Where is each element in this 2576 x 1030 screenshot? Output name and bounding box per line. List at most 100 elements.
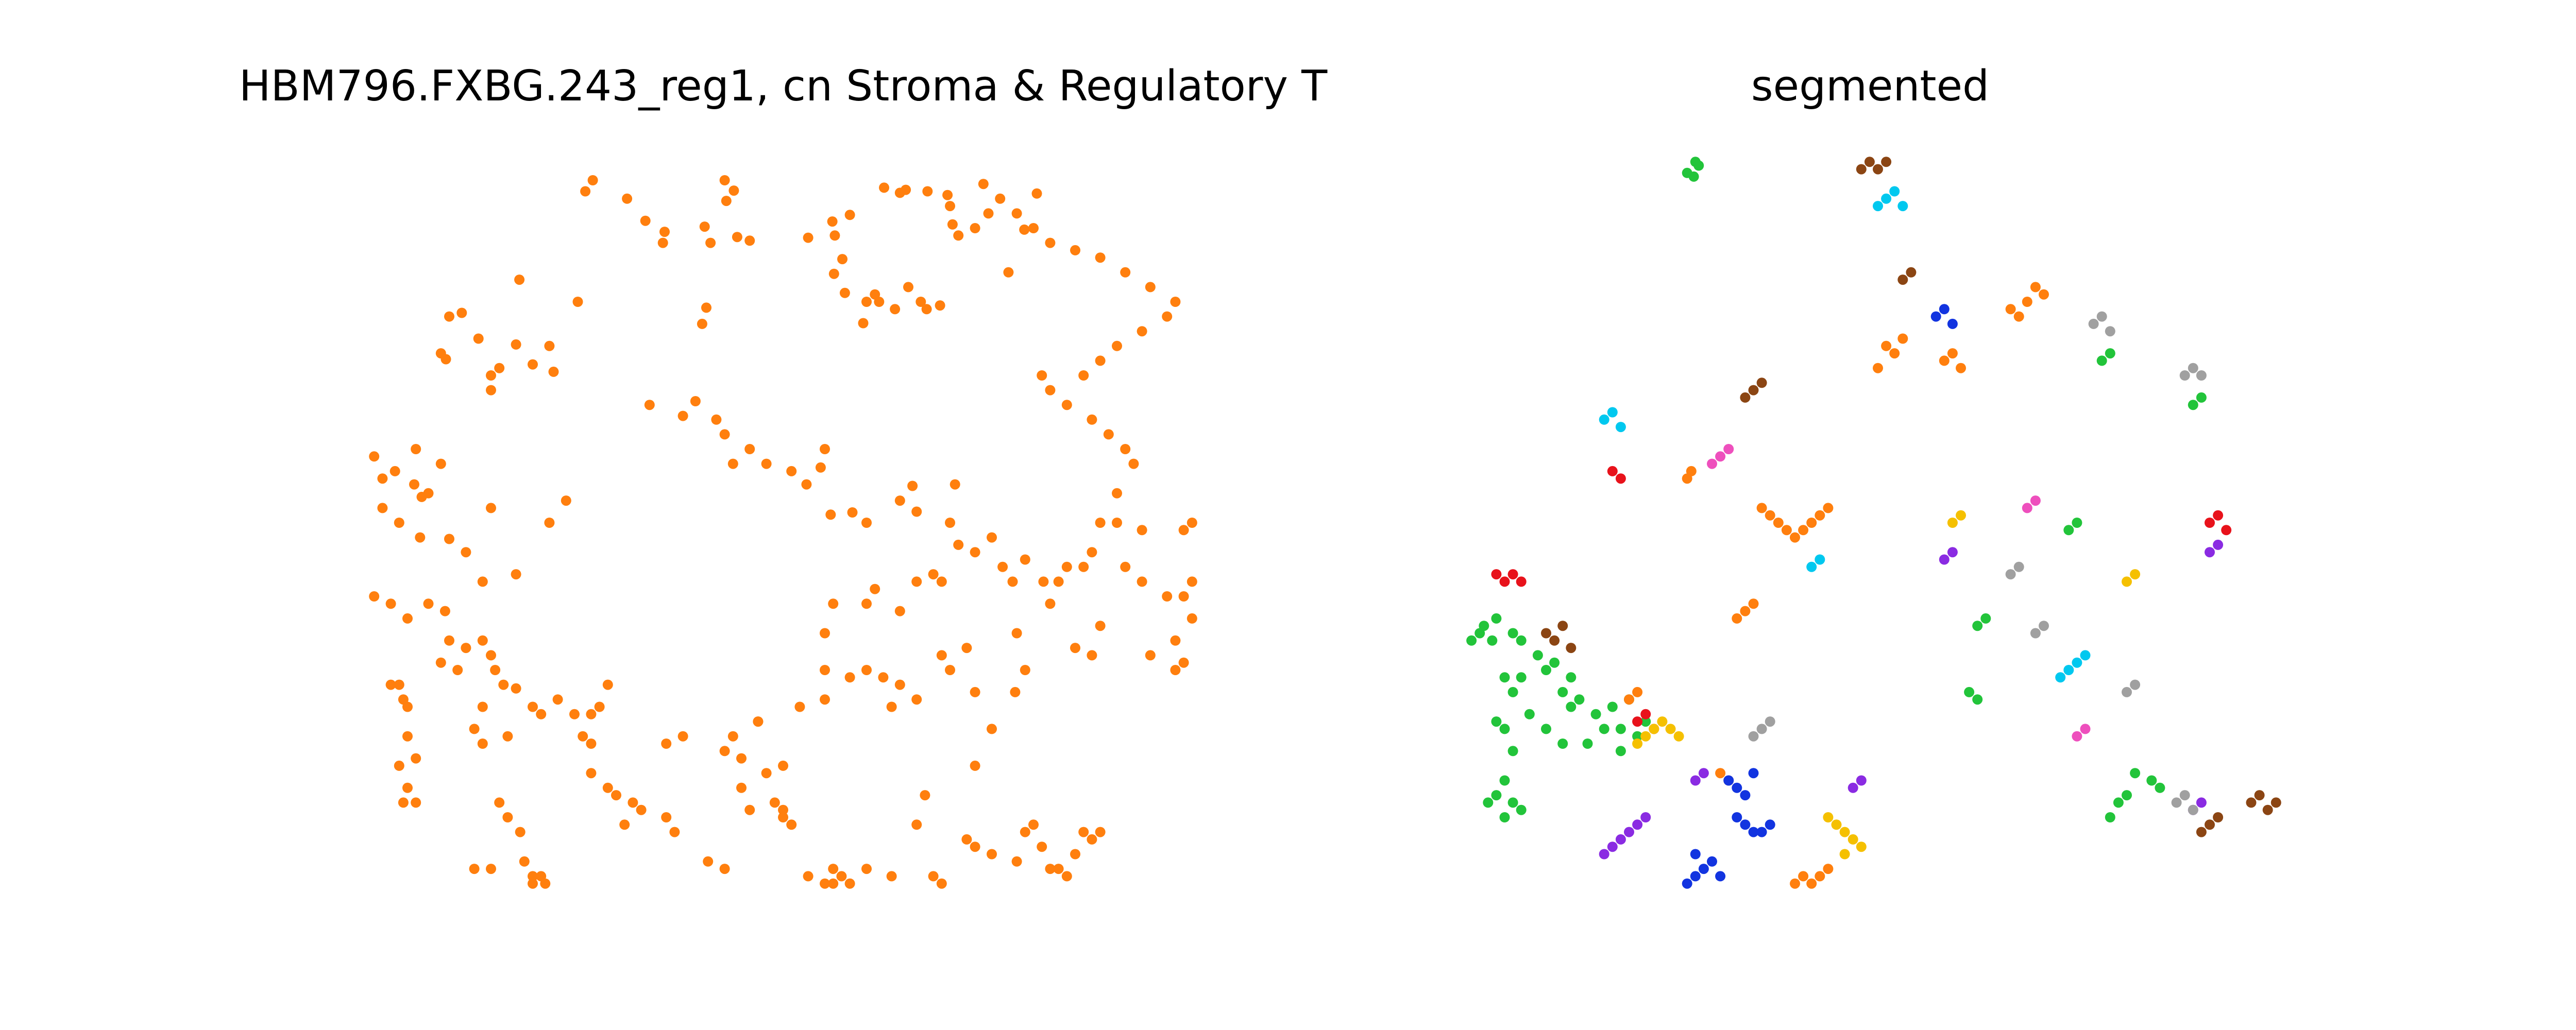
scatter-point	[1120, 444, 1131, 454]
scatter-point	[2205, 819, 2215, 830]
scatter-point	[2171, 797, 2182, 808]
scatter-point	[711, 414, 722, 425]
left-panel-title: HBM796.FXBG.243_reg1, cn Stroma & Regula…	[239, 62, 1328, 111]
scatter-point	[697, 318, 707, 329]
scatter-point	[1031, 188, 1042, 199]
scatter-point	[1112, 518, 1122, 528]
scatter-point	[2221, 525, 2232, 536]
scatter-point	[1095, 827, 1106, 837]
scatter-point	[1715, 871, 1726, 882]
scatter-point	[1707, 856, 1717, 867]
scatter-point	[1688, 171, 1699, 182]
scatter-point	[1748, 827, 1759, 837]
scatter-point	[1939, 554, 1950, 565]
scatter-point	[1632, 686, 1643, 697]
scatter-point	[1693, 160, 1704, 171]
scatter-point	[369, 591, 380, 602]
scatter-point	[1615, 724, 1626, 734]
scatter-point	[894, 495, 905, 506]
scatter-point	[2072, 731, 2082, 742]
scatter-point	[1848, 834, 1858, 845]
scatter-point	[461, 643, 471, 654]
scatter-point	[1823, 503, 1834, 513]
scatter-point	[820, 694, 830, 705]
scatter-point	[1028, 819, 1039, 830]
scatter-point	[586, 739, 597, 749]
scatter-point	[677, 410, 688, 421]
scatter-point	[1732, 782, 1742, 793]
scatter-point	[402, 731, 413, 742]
scatter-point	[1045, 598, 1056, 609]
scatter-point	[828, 864, 839, 874]
scatter-point	[477, 739, 488, 749]
scatter-point	[402, 782, 413, 793]
scatter-point	[602, 782, 613, 793]
scatter-point	[2096, 311, 2107, 322]
scatter-point	[1723, 444, 1734, 454]
scatter-point	[486, 370, 496, 381]
scatter-point	[1657, 716, 1668, 727]
scatter-point	[2146, 775, 2157, 786]
scatter-point	[1499, 724, 1510, 734]
scatter-point	[548, 366, 559, 377]
scatter-point	[803, 232, 814, 243]
scatter-point	[903, 282, 913, 293]
scatter-point	[844, 672, 855, 683]
scatter-point	[2130, 768, 2141, 779]
scatter-point	[1145, 650, 1156, 661]
scatter-point	[1640, 812, 1651, 822]
scatter-point	[2005, 304, 2016, 315]
scatter-point	[744, 444, 755, 454]
scatter-point	[2072, 657, 2082, 668]
scatter-point	[1889, 186, 1900, 197]
scatter-point	[936, 650, 947, 661]
scatter-point	[1615, 834, 1626, 845]
scatter-point	[1873, 164, 1883, 175]
scatter-point	[1499, 576, 1510, 587]
scatter-point	[1980, 613, 1991, 624]
scatter-point	[528, 871, 538, 882]
scatter-point	[1061, 561, 1072, 572]
scatter-point	[536, 709, 547, 719]
scatter-point	[619, 819, 630, 830]
scatter-point	[552, 694, 563, 705]
scatter-point	[1939, 304, 1950, 315]
scatter-point	[970, 842, 980, 852]
scatter-point	[2055, 672, 2066, 683]
scatter-point	[719, 746, 730, 757]
scatter-point	[1011, 208, 1022, 219]
scatter-point	[1038, 576, 1049, 587]
scatter-point	[1740, 606, 1751, 616]
scatter-point	[1632, 716, 1643, 727]
scatter-point	[1037, 370, 1047, 381]
scatter-point	[2130, 679, 2141, 690]
scatter-point	[1507, 569, 1518, 580]
scatter-point	[1557, 739, 1568, 749]
scatter-point	[922, 186, 933, 197]
scatter-point	[628, 797, 638, 808]
scatter-point	[1128, 458, 1139, 469]
scatter-point	[486, 650, 496, 661]
scatter-point	[1607, 701, 1618, 712]
scatter-point	[1499, 672, 1510, 683]
scatter-point	[1145, 282, 1156, 293]
scatter-point	[1541, 665, 1551, 675]
scatter-point	[514, 274, 525, 285]
scatter-point	[1823, 864, 1834, 874]
scatter-point	[820, 665, 830, 675]
scatter-point	[511, 569, 521, 580]
scatter-point	[1162, 311, 1173, 322]
scatter-point	[502, 731, 513, 742]
scatter-point	[519, 856, 530, 867]
scatter-point	[2122, 686, 2132, 697]
scatter-point	[1806, 561, 1817, 572]
scatter-point	[1137, 326, 1147, 337]
scatter-point	[874, 297, 885, 307]
scatter-point	[1649, 724, 1659, 734]
scatter-point	[540, 878, 551, 889]
scatter-point	[1095, 621, 1106, 631]
scatter-point	[1806, 518, 1817, 528]
scatter-point	[1499, 812, 1510, 822]
scatter-point	[1549, 635, 1560, 646]
